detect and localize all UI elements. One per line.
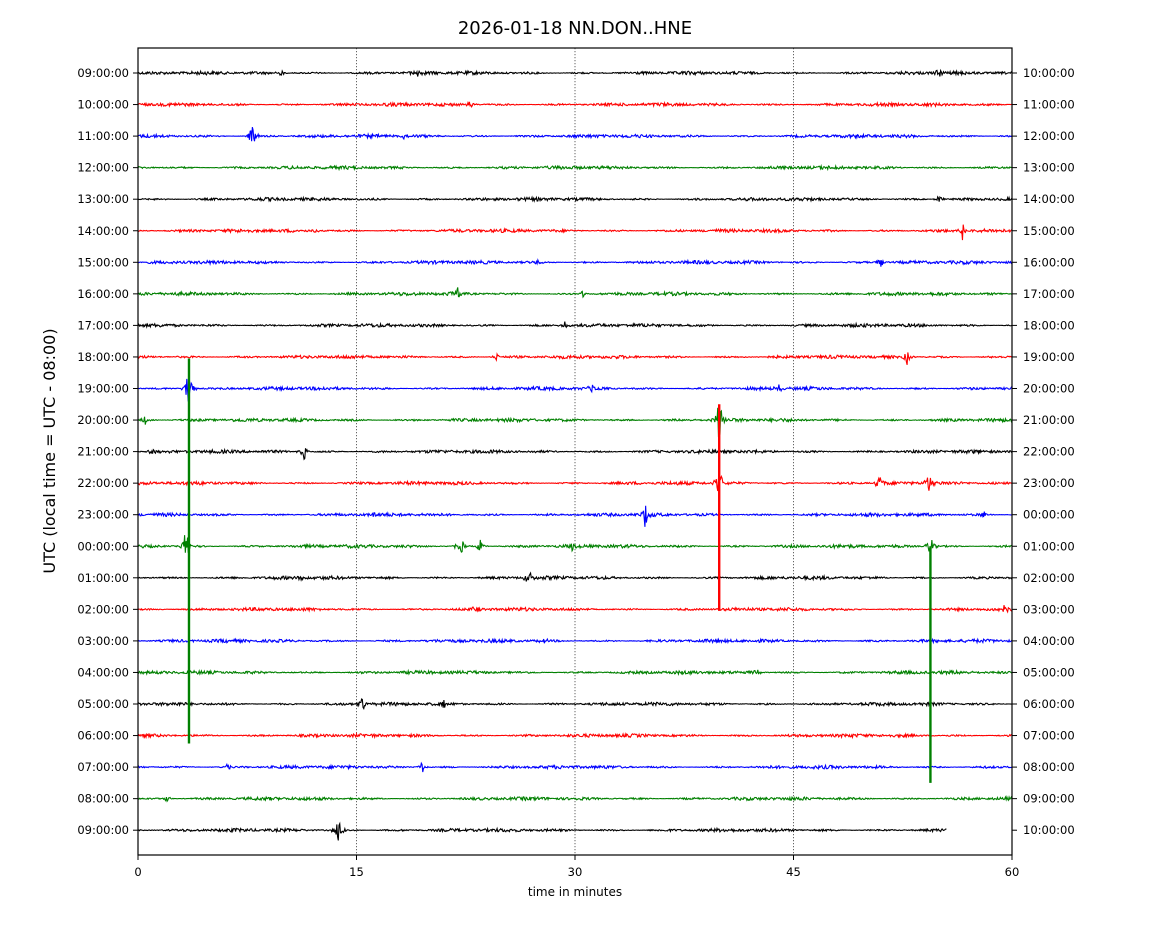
left-label-8: 17:00:00 (77, 318, 129, 332)
trace-row-17 (137, 605, 1013, 614)
right-label-14: 00:00:00 (1023, 508, 1075, 522)
x-axis-ticks: 0 15 30 45 60 (134, 855, 1019, 879)
left-label-14: 23:00:00 (77, 508, 129, 522)
left-label-11: 20:00:00 (77, 413, 129, 427)
trace-row-13 (137, 474, 1013, 492)
x-tick-label-0: 0 (134, 865, 141, 879)
chart-title: 2026-01-18 NN.DON..HNE (458, 18, 692, 39)
left-label-0: 09:00:00 (77, 66, 129, 80)
trace-row-24 (137, 821, 947, 841)
right-label-23: 09:00:00 (1023, 792, 1075, 806)
right-label-18: 04:00:00 (1023, 634, 1075, 648)
right-label-4: 14:00:00 (1023, 192, 1075, 206)
left-label-24: 09:00:00 (77, 823, 129, 837)
large-event-spans (187, 358, 932, 783)
right-label-9: 19:00:00 (1023, 350, 1075, 364)
left-label-10: 19:00:00 (77, 382, 129, 396)
trace-row-8 (137, 321, 1013, 329)
x-tick-label-45: 45 (786, 865, 801, 879)
trace-row-15 (137, 535, 1013, 553)
right-label-10: 20:00:00 (1023, 382, 1075, 396)
right-label-7: 17:00:00 (1023, 287, 1075, 301)
x-tick-label-60: 60 (1005, 865, 1020, 879)
left-label-23: 08:00:00 (77, 792, 129, 806)
right-label-8: 18:00:00 (1023, 318, 1075, 332)
trace-row-18 (137, 637, 1013, 645)
trace-row-1 (137, 100, 1013, 109)
trace-row-10 (137, 378, 1013, 402)
left-label-6: 15:00:00 (77, 255, 129, 269)
left-label-17: 02:00:00 (77, 602, 129, 616)
trace-row-23 (137, 795, 1013, 803)
trace-row-4 (137, 195, 1013, 203)
left-label-4: 13:00:00 (77, 192, 129, 206)
left-label-2: 11:00:00 (77, 129, 129, 143)
trace-row-5 (137, 224, 1013, 241)
left-time-labels: 09:00:00 10:00:00 11:00:00 12:00:00 13:00:00… (77, 66, 138, 837)
right-label-24: 10:00:00 (1023, 823, 1075, 837)
left-label-9: 18:00:00 (77, 350, 129, 364)
left-label-7: 16:00:00 (77, 287, 129, 301)
trace-row-14 (137, 505, 1013, 527)
right-label-22: 08:00:00 (1023, 760, 1075, 774)
right-label-1: 11:00:00 (1023, 98, 1075, 112)
left-label-15: 00:00:00 (77, 539, 129, 553)
right-label-19: 05:00:00 (1023, 665, 1075, 679)
left-label-3: 12:00:00 (77, 161, 129, 175)
right-label-12: 22:00:00 (1023, 445, 1075, 459)
gridlines (356, 48, 794, 855)
left-label-5: 14:00:00 (77, 224, 129, 238)
left-label-19: 04:00:00 (77, 665, 129, 679)
right-label-20: 06:00:00 (1023, 697, 1075, 711)
right-label-13: 23:00:00 (1023, 476, 1075, 490)
trace-row-19 (137, 668, 1013, 677)
trace-row-9 (137, 352, 1013, 365)
x-axis-label: time in minutes (528, 885, 622, 899)
trace-row-12 (137, 447, 1013, 461)
trace-row-6 (137, 258, 1013, 267)
x-tick-label-15: 15 (349, 865, 364, 879)
trace-row-21 (137, 731, 1013, 740)
trace-row-3 (137, 163, 1013, 172)
trace-row-7 (137, 287, 1013, 299)
left-label-16: 01:00:00 (77, 571, 129, 585)
left-label-1: 10:00:00 (77, 98, 129, 112)
right-label-17: 03:00:00 (1023, 602, 1075, 616)
right-label-2: 12:00:00 (1023, 129, 1075, 143)
right-label-16: 02:00:00 (1023, 571, 1075, 585)
left-label-22: 07:00:00 (77, 760, 129, 774)
right-label-15: 01:00:00 (1023, 539, 1075, 553)
right-label-0: 10:00:00 (1023, 66, 1075, 80)
right-label-5: 15:00:00 (1023, 224, 1075, 238)
left-label-20: 05:00:00 (77, 697, 129, 711)
right-time-labels: 10:00:00 11:00:00 12:00:00 13:00:00 14:00:00… (1012, 66, 1075, 837)
trace-row-2 (137, 127, 1013, 142)
left-label-13: 22:00:00 (77, 476, 129, 490)
left-label-18: 03:00:00 (77, 634, 129, 648)
trace-row-22 (137, 761, 1013, 773)
right-label-21: 07:00:00 (1023, 729, 1075, 743)
trace-row-20 (137, 698, 1013, 710)
trace-row-11 (137, 407, 1013, 438)
right-label-6: 16:00:00 (1023, 255, 1075, 269)
trace-row-0 (137, 68, 1013, 77)
right-label-11: 21:00:00 (1023, 413, 1075, 427)
x-tick-label-30: 30 (568, 865, 583, 879)
trace-row-16 (137, 571, 1013, 582)
left-label-12: 21:00:00 (77, 445, 129, 459)
y-axis-label: UTC (local time = UTC - 08:00) (40, 328, 59, 573)
seismic-traces (137, 68, 1013, 841)
left-label-21: 06:00:00 (77, 729, 129, 743)
right-label-3: 13:00:00 (1023, 161, 1075, 175)
